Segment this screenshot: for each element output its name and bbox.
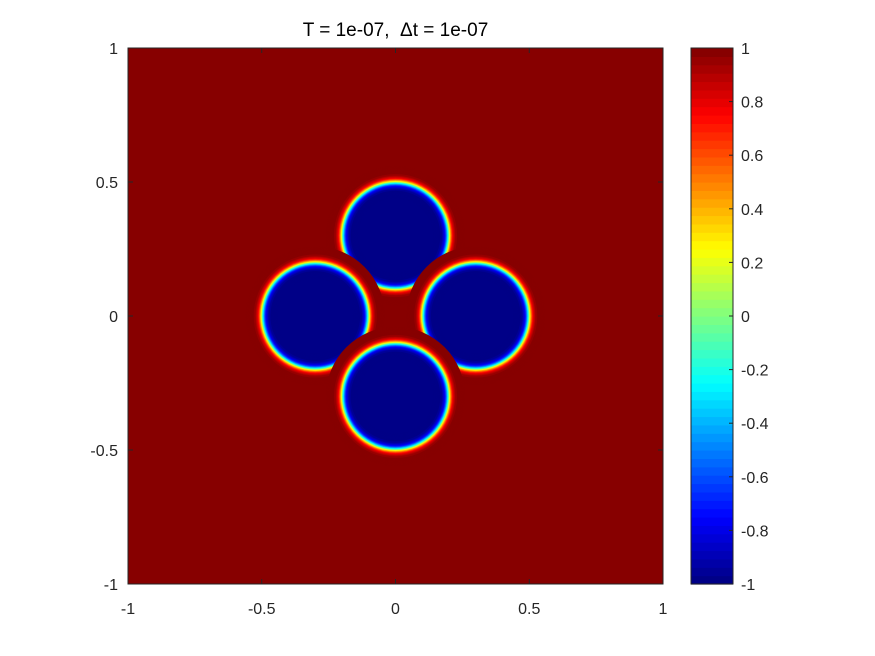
colorbar-segment bbox=[691, 265, 733, 275]
colorbar-segment bbox=[691, 56, 733, 66]
colorbar-segment bbox=[691, 115, 733, 124]
x-tick-label: 0 bbox=[391, 601, 400, 618]
colorbar-tick-label: 0.4 bbox=[741, 202, 763, 219]
colorbar-segment bbox=[691, 558, 733, 568]
heatmap-background bbox=[128, 48, 663, 584]
colorbar-segment bbox=[691, 458, 733, 468]
colorbar-segment bbox=[691, 399, 733, 409]
colorbar-tick-label: -0.2 bbox=[741, 363, 769, 380]
colorbar-segment bbox=[691, 299, 733, 309]
x-tick-label: 0.5 bbox=[518, 601, 540, 618]
colorbar-segment bbox=[691, 249, 733, 258]
colorbar-segment bbox=[691, 341, 733, 351]
colorbar-segment bbox=[691, 408, 733, 418]
colorbar-segment bbox=[691, 508, 733, 518]
colorbar-segment bbox=[691, 123, 733, 133]
colorbar-segment bbox=[691, 156, 733, 166]
colorbar-segment bbox=[691, 106, 733, 116]
colorbar-segment bbox=[691, 48, 733, 57]
colorbar-segment bbox=[691, 257, 733, 267]
colorbar-segment bbox=[691, 517, 733, 526]
colorbar-segment bbox=[691, 475, 733, 485]
colorbar-segment bbox=[691, 165, 733, 175]
colorbar-segment bbox=[691, 324, 733, 334]
colorbar-segment bbox=[691, 64, 733, 74]
y-tick-label: 0.5 bbox=[96, 175, 118, 192]
y-tick-label: 1 bbox=[109, 41, 118, 58]
colorbar-segment bbox=[691, 500, 733, 510]
colorbar-segment bbox=[691, 525, 733, 535]
colorbar-tick-label: -1 bbox=[741, 577, 755, 594]
colorbar-segment bbox=[691, 416, 733, 426]
colorbar-segment bbox=[691, 98, 733, 108]
colorbar-segment bbox=[691, 374, 733, 384]
colorbar-segment bbox=[691, 391, 733, 401]
colorbar-segment bbox=[691, 207, 733, 217]
phase-droplet-4 bbox=[325, 326, 466, 466]
chart-title: T = 1e-07, Δt = 1e-07 bbox=[302, 20, 489, 41]
colorbar-segment bbox=[691, 290, 733, 300]
colorbar-tick-label: -0.8 bbox=[741, 523, 769, 540]
colorbar-segment bbox=[691, 575, 733, 585]
colorbar-segment bbox=[691, 198, 733, 208]
colorbar-segment bbox=[691, 349, 733, 359]
heatmap-plot-area bbox=[128, 48, 663, 584]
colorbar-segment bbox=[691, 433, 733, 443]
colorbar-segment bbox=[691, 182, 733, 191]
colorbar-segment bbox=[691, 274, 733, 284]
colorbar-tick-label: 0 bbox=[741, 309, 750, 326]
colorbar-segment bbox=[691, 190, 733, 200]
colorbar-segment bbox=[691, 424, 733, 434]
colorbar-segment bbox=[691, 357, 733, 367]
colorbar-segment bbox=[691, 567, 733, 577]
colorbar-segment bbox=[691, 282, 733, 292]
x-tick-label: -0.5 bbox=[248, 601, 276, 618]
colorbar-segment bbox=[691, 550, 733, 560]
y-tick-label: -1 bbox=[104, 577, 118, 594]
colorbar-segment bbox=[691, 73, 733, 83]
colorbar-segment bbox=[691, 533, 733, 543]
colorbar-segment bbox=[691, 89, 733, 99]
colorbar-segment bbox=[691, 542, 733, 552]
colorbar-tick-label: 0.2 bbox=[741, 255, 763, 272]
colorbar-segment bbox=[691, 450, 733, 459]
colorbar-segment bbox=[691, 366, 733, 376]
colorbar-segment bbox=[691, 131, 733, 141]
colorbar-segment bbox=[691, 383, 733, 392]
x-tick-label: -1 bbox=[121, 601, 135, 618]
colorbar: -1 -0.8 -0.6 -0.4 -0.2 0 0.2 0.4 0.6 0.8 1 bbox=[690, 41, 769, 594]
plot-axes: -1 -0.5 0 0.5 1 -1 -0.5 0 0.5 1 bbox=[90, 41, 667, 618]
colorbar-segment bbox=[691, 81, 733, 91]
colorbar-segment bbox=[691, 173, 733, 183]
colorbar-segment bbox=[691, 483, 733, 493]
colorbar-segment bbox=[691, 491, 733, 501]
colorbar-segment bbox=[691, 307, 733, 317]
colorbar-segment bbox=[691, 316, 733, 325]
colorbar-segment bbox=[691, 140, 733, 150]
colorbar-segment bbox=[691, 441, 733, 451]
colorbar-segment bbox=[691, 232, 733, 242]
colorbar-tick-label: 0.6 bbox=[741, 148, 763, 165]
colorbar-segment bbox=[691, 240, 733, 250]
colorbar-segment bbox=[691, 466, 733, 476]
x-tick-label: 1 bbox=[659, 601, 668, 618]
colorbar-tick-label: -0.6 bbox=[741, 470, 769, 487]
colorbar-segment bbox=[691, 332, 733, 342]
colorbar-tick-label: -0.4 bbox=[741, 416, 769, 433]
colorbar-segment bbox=[691, 223, 733, 233]
colorbar-segment bbox=[691, 148, 733, 158]
colorbar-segment bbox=[691, 215, 733, 225]
y-tick-label: -0.5 bbox=[90, 443, 118, 460]
y-tick-label: 0 bbox=[109, 309, 118, 326]
colorbar-tick-label: 1 bbox=[741, 41, 750, 58]
colorbar-tick-label: 0.8 bbox=[741, 95, 763, 112]
